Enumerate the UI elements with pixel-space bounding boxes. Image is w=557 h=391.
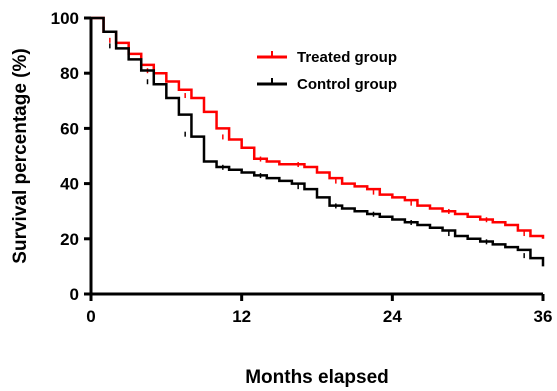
y-tick-label: 80 xyxy=(60,64,79,83)
y-axis-title: Survival percentage (%) xyxy=(10,48,31,263)
y-tick-label: 40 xyxy=(60,175,79,194)
y-tick-label: 100 xyxy=(51,9,79,28)
plot-lines xyxy=(91,16,545,267)
y-tick-label: 0 xyxy=(70,285,79,304)
y-tick-label: 20 xyxy=(60,230,79,249)
tick-labels: 0 12 24 36 0 20 40 60 80 100 xyxy=(51,9,553,326)
legend-item-control: Control group xyxy=(257,76,397,93)
x-tick-label: 12 xyxy=(232,307,251,326)
x-tick-label: 36 xyxy=(534,307,553,326)
series-line-1 xyxy=(91,16,545,267)
series-line-0 xyxy=(91,16,545,239)
x-axis-title: Months elapsed xyxy=(245,367,389,388)
y-tick-label: 60 xyxy=(60,119,79,138)
legend-item-treated: Treated group xyxy=(257,49,397,66)
x-tick-label: 24 xyxy=(383,307,402,326)
legend-label-treated: Treated group xyxy=(297,49,397,66)
ticks xyxy=(84,16,545,301)
legend: Treated group Control group xyxy=(257,49,397,93)
legend-label-control: Control group xyxy=(297,76,397,93)
axes xyxy=(89,18,543,296)
x-tick-label: 0 xyxy=(86,307,95,326)
